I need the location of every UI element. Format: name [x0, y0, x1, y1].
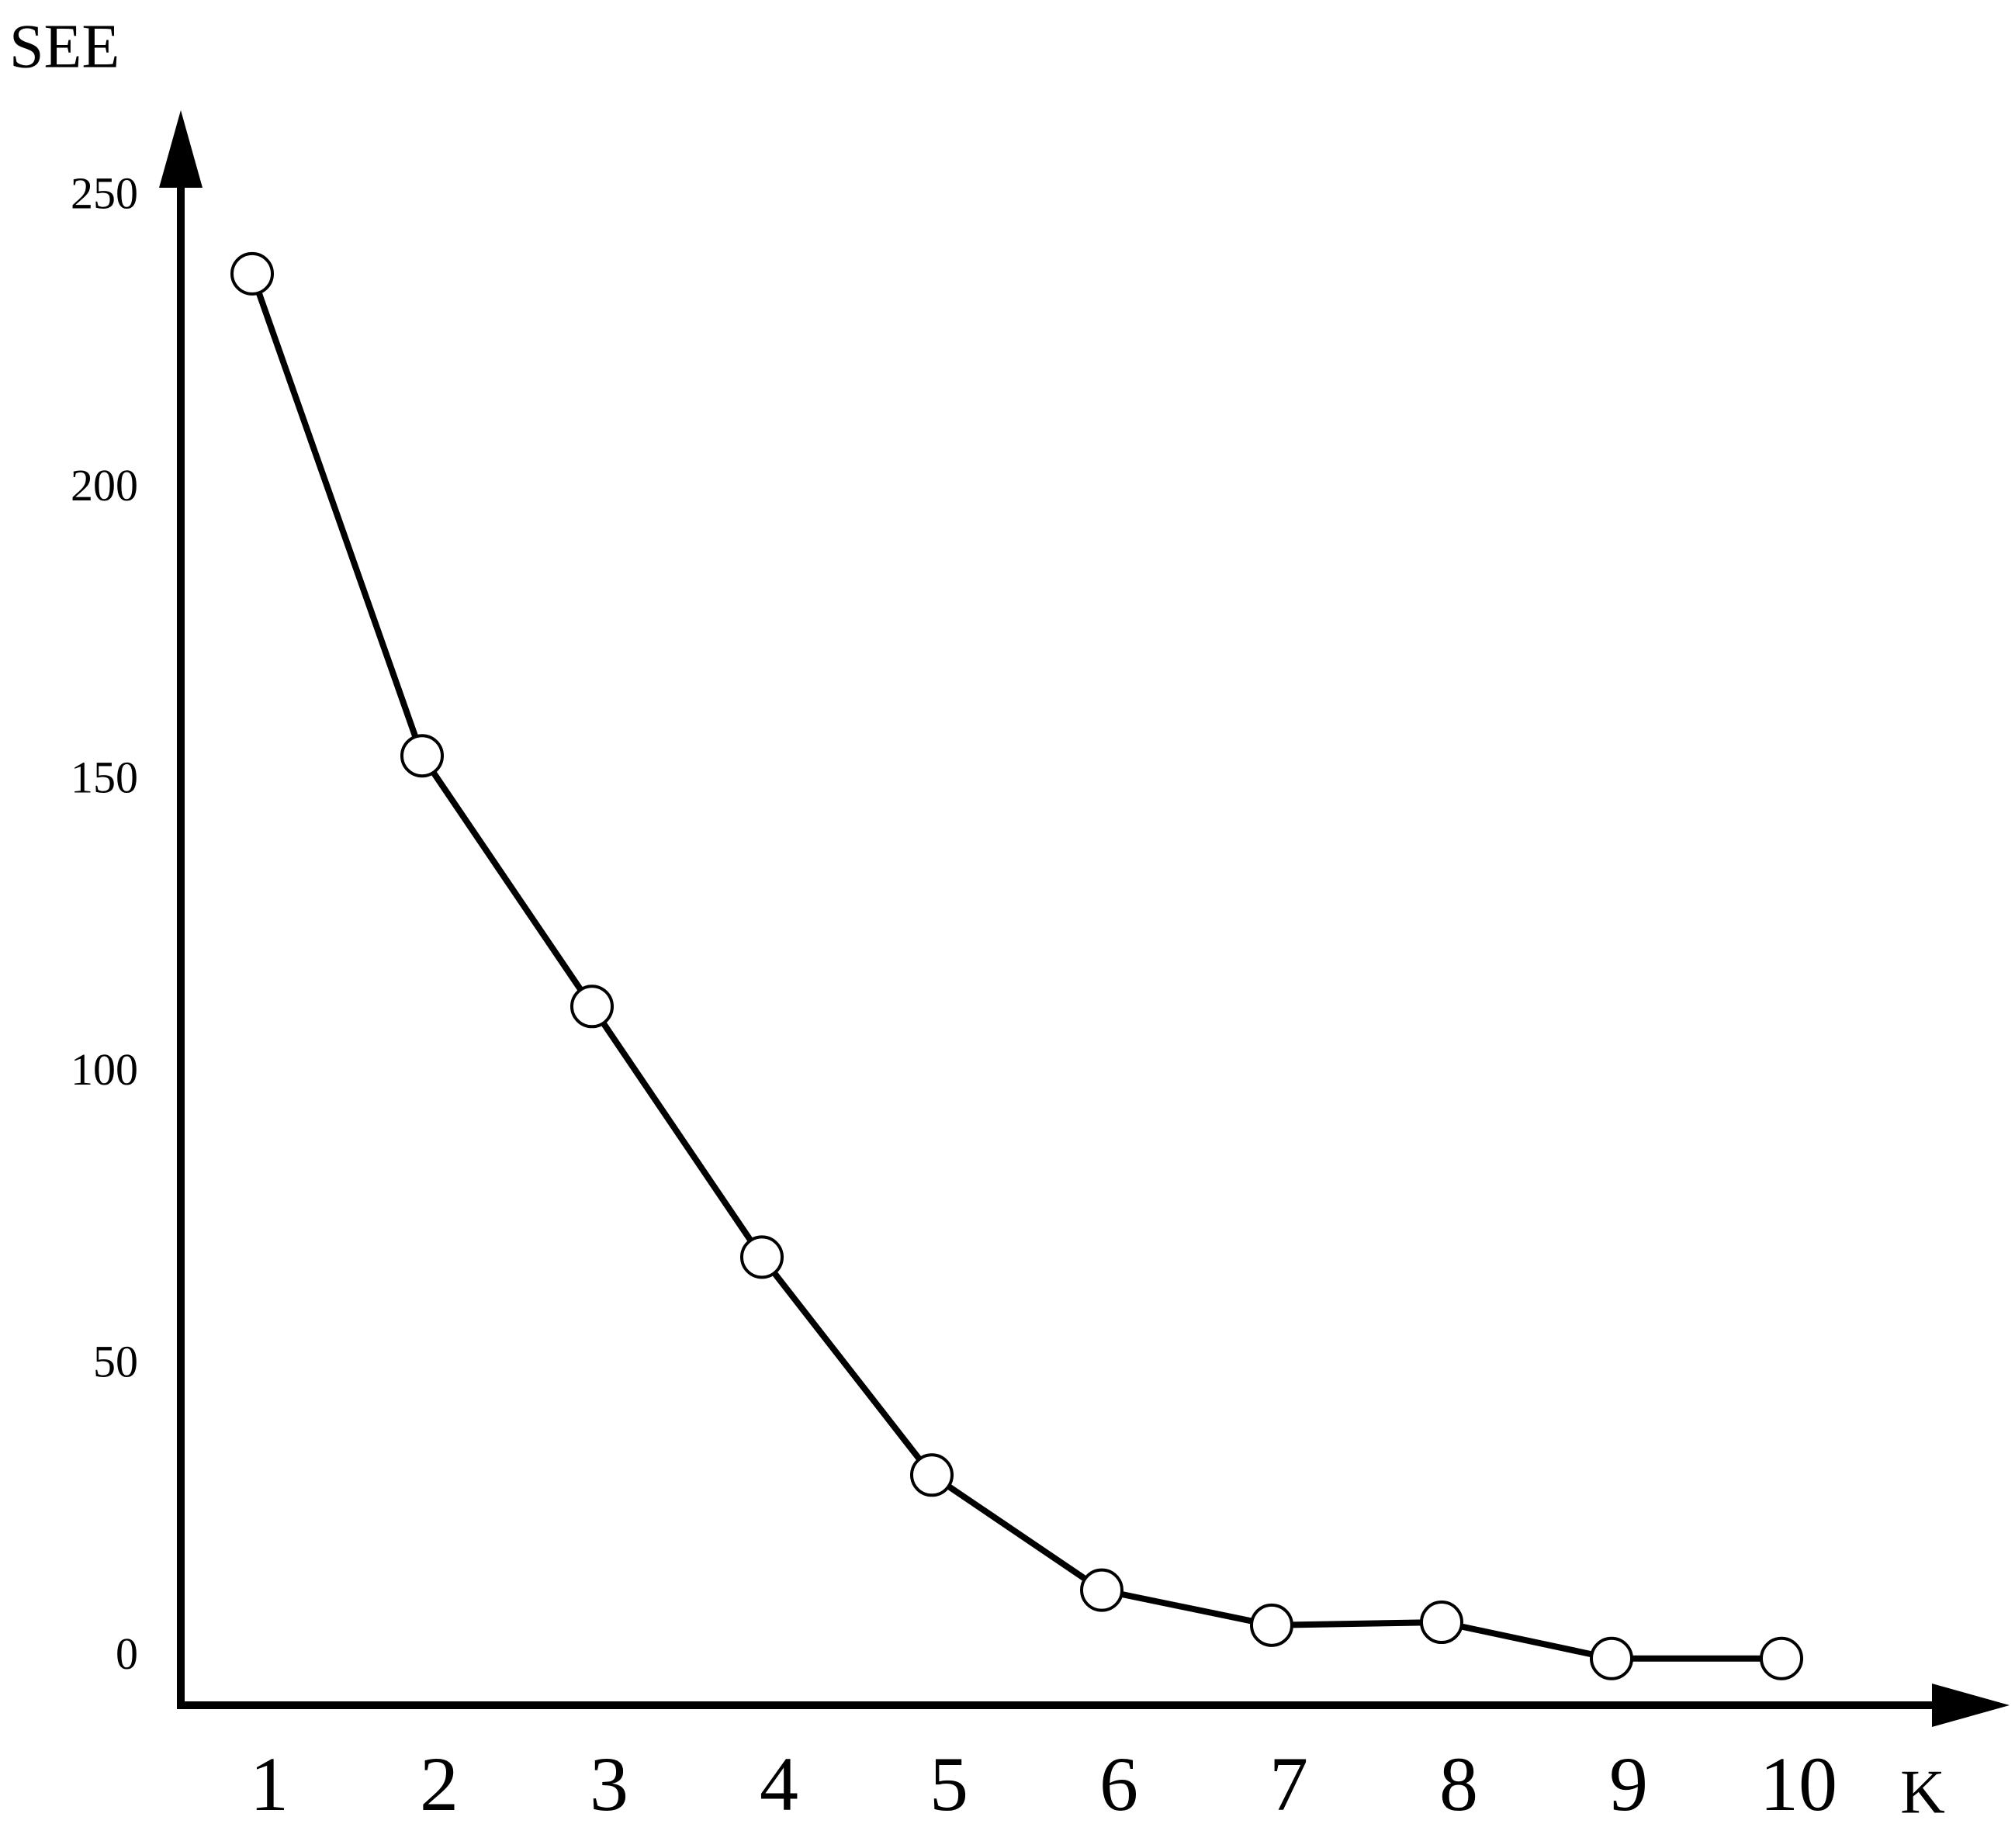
- marker: [1590, 1636, 1633, 1680]
- marker: [230, 251, 274, 296]
- y-axis-label: SEE: [9, 12, 119, 81]
- y-tick-label: 250: [71, 168, 138, 218]
- x-tick-label: 8: [1439, 1741, 1478, 1827]
- x-tick-label: 9: [1609, 1741, 1648, 1827]
- marker: [1760, 1636, 1803, 1680]
- x-axis-label: K: [1900, 1758, 1945, 1826]
- x-tick-label: 6: [1099, 1741, 1138, 1827]
- x-tick-label: 3: [590, 1741, 628, 1827]
- x-tick-label: 10: [1760, 1741, 1837, 1827]
- x-axis-arrow: [1932, 1684, 2010, 1727]
- marker: [1420, 1601, 1463, 1645]
- marker: [1080, 1568, 1123, 1612]
- y-tick-label: 50: [93, 1337, 138, 1387]
- marker: [400, 734, 444, 778]
- y-tick-label: 150: [71, 752, 138, 802]
- marker: [740, 1235, 784, 1279]
- line: [249, 272, 1781, 1662]
- y-tick-label: 100: [71, 1044, 138, 1095]
- x-tick-label: 4: [760, 1741, 798, 1827]
- x-tick-label: 7: [1269, 1741, 1308, 1827]
- marker: [1250, 1603, 1293, 1647]
- x-tick-label: 1: [250, 1741, 289, 1827]
- x-tick-label: 2: [420, 1741, 459, 1827]
- y-tick-label: 0: [116, 1628, 138, 1679]
- marker: [570, 985, 614, 1029]
- x-tick-label: 5: [930, 1741, 968, 1827]
- marker: [910, 1453, 954, 1497]
- y-axis-arrow: [159, 110, 203, 188]
- y-tick-label: 200: [71, 460, 138, 510]
